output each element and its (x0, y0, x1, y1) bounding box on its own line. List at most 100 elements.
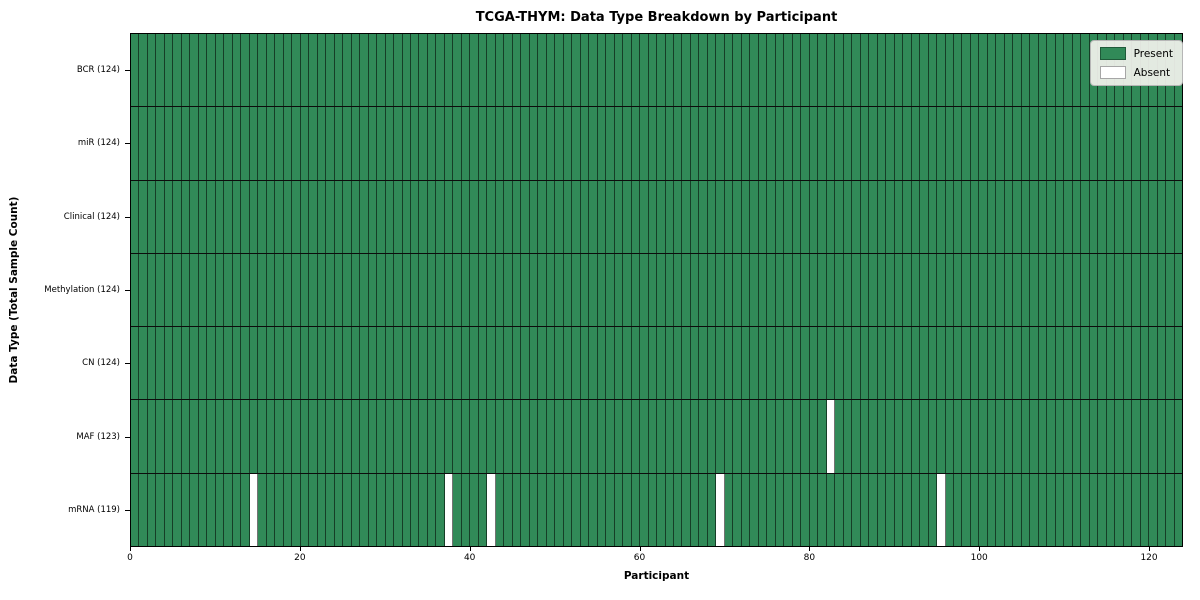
present-cell (979, 34, 988, 107)
present-cell (470, 253, 479, 327)
present-cell (665, 34, 674, 107)
present-cell (606, 327, 615, 400)
present-cell (869, 34, 878, 107)
present-cell (945, 253, 954, 327)
present-cell (1140, 473, 1150, 546)
present-cell (1013, 327, 1022, 400)
present-cell (249, 107, 259, 180)
present-cell (1174, 253, 1183, 327)
present-cell (1038, 107, 1048, 180)
present-cell (241, 180, 250, 253)
present-cell (1064, 34, 1073, 107)
present-cell (1157, 180, 1167, 253)
present-cell (377, 253, 386, 327)
present-cell (614, 253, 624, 327)
present-cell (860, 34, 870, 107)
present-cell (487, 34, 496, 107)
present-cell (843, 400, 853, 473)
present-cell (190, 400, 199, 473)
present-cell (1021, 253, 1031, 327)
present-cell (461, 180, 471, 253)
present-cell (173, 400, 182, 473)
present-cell (478, 327, 488, 400)
present-cell (792, 253, 802, 327)
present-cell (945, 180, 954, 253)
present-cell (215, 400, 225, 473)
present-cell (1174, 400, 1183, 473)
present-cell (309, 327, 318, 400)
present-cell (546, 107, 556, 180)
present-cell (419, 473, 428, 546)
present-cell (699, 180, 708, 253)
present-cell (784, 327, 793, 400)
present-cell (996, 180, 1005, 253)
present-cell (300, 327, 310, 400)
present-cell (147, 253, 157, 327)
present-cell (529, 107, 539, 180)
present-cell (139, 34, 148, 107)
present-cell (886, 107, 895, 180)
present-cell (232, 180, 242, 253)
xtick-mark (809, 547, 811, 551)
present-cell (716, 253, 725, 327)
present-cell (1021, 327, 1031, 400)
present-cell (173, 327, 182, 400)
present-cell (572, 327, 581, 400)
present-cell (487, 107, 496, 180)
present-cell (775, 400, 785, 473)
present-cell (657, 107, 666, 180)
present-cell (207, 253, 216, 327)
present-cell (266, 327, 276, 400)
present-cell (674, 180, 683, 253)
present-cell (606, 107, 615, 180)
present-cell (690, 400, 700, 473)
present-cell (1132, 473, 1141, 546)
present-cell (648, 107, 658, 180)
present-cell (1140, 253, 1150, 327)
present-cell (326, 473, 335, 546)
present-cell (699, 327, 708, 400)
present-cell (131, 473, 140, 546)
present-cell (860, 180, 870, 253)
present-cell (1013, 400, 1022, 473)
present-cell (326, 253, 335, 327)
present-cell (1089, 473, 1099, 546)
present-cell (207, 327, 216, 400)
ytick-mark (125, 510, 130, 512)
present-cell (385, 400, 395, 473)
present-cell (326, 180, 335, 253)
present-cell (147, 107, 157, 180)
present-cell (835, 327, 844, 400)
present-cell (147, 327, 157, 400)
present-cell (394, 253, 403, 327)
present-cell (495, 473, 505, 546)
present-cell (385, 327, 395, 400)
present-cell (741, 327, 751, 400)
present-cell (775, 34, 785, 107)
present-cell (1132, 327, 1141, 400)
present-cell (682, 400, 691, 473)
present-cell (1132, 107, 1141, 180)
present-cell (809, 473, 819, 546)
present-cell (334, 34, 344, 107)
present-cell (207, 180, 216, 253)
present-cell (953, 34, 963, 107)
present-cell (775, 180, 785, 253)
present-cell (987, 107, 997, 180)
present-cell (758, 34, 768, 107)
present-cell (1123, 180, 1133, 253)
present-cell (920, 253, 929, 327)
present-cell (1106, 107, 1116, 180)
present-cell (368, 473, 378, 546)
present-cell (258, 107, 267, 180)
present-cell (1030, 473, 1039, 546)
present-cell (733, 253, 742, 327)
present-cell (1072, 400, 1082, 473)
absent-cell (716, 473, 725, 546)
present-cell (292, 180, 301, 253)
present-cell (495, 34, 505, 107)
present-cell (1115, 107, 1124, 180)
present-cell (860, 253, 870, 327)
present-cell (334, 327, 344, 400)
present-cell (131, 34, 140, 107)
